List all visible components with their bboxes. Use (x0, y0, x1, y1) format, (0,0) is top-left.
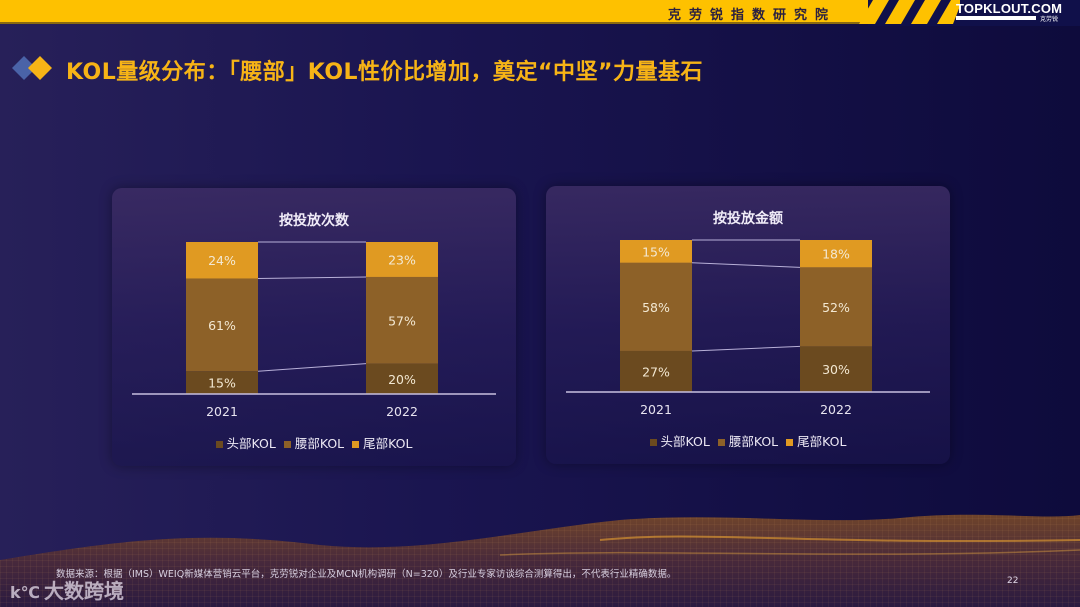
bar-segment (800, 240, 872, 268)
bar-segment (186, 371, 258, 394)
legend-item-head: 头部KOL (215, 433, 276, 452)
chart-panel-spend: 按投放金额 27% 58% 15% 2021 30% 52% 18% 2022 头部KOL 腰… (546, 186, 950, 464)
series-line (257, 276, 367, 279)
series-line (691, 345, 801, 352)
page-number: 22 (1007, 576, 1019, 586)
bar-segment (186, 278, 258, 372)
diamond-icon (12, 56, 52, 80)
data-label: 52% (822, 300, 850, 315)
chart-panel-placements: 按投放次数 15% 61% 24% 2021 20% 57% 23% 2022 头部KOL 腰… (112, 188, 516, 466)
brand-sub: 克劳锐 (1040, 16, 1059, 23)
chart-title: 按投放金额 (713, 211, 783, 227)
data-source-note: 数据来源：根据（IMS）WEIQ新媒体营销云平台，克劳锐对企业及MCN机构调研（… (56, 569, 677, 580)
chart-legend: 头部KOL 腰部KOL 尾部KOL (546, 431, 950, 450)
brand-tagline-bar (956, 16, 1036, 20)
data-label: 18% (822, 247, 850, 262)
legend-item-waist: 腰部KOL (283, 433, 344, 452)
data-label: 20% (388, 372, 416, 387)
stacked-bar-chart: 15% 61% 24% 2021 20% 57% 23% 2022 (132, 241, 496, 419)
bar-segment (620, 350, 692, 392)
x-tick-label: 2021 (640, 402, 672, 417)
data-label: 57% (388, 313, 416, 328)
bar-segment (366, 363, 438, 394)
bar-segment (366, 242, 438, 277)
bar-segment (800, 267, 872, 347)
x-tick-label: 2022 (386, 404, 418, 419)
stripes-decoration (859, 0, 960, 24)
bar-segment (620, 240, 692, 263)
data-label: 24% (208, 253, 236, 268)
series-line (691, 262, 801, 268)
bar-segment (366, 276, 438, 364)
legend-item-tail: 尾部KOL (786, 431, 846, 450)
stacked-bar-chart: 27% 58% 15% 2021 30% 52% 18% 2022 (566, 239, 930, 417)
bar-segment (800, 346, 872, 392)
data-label: 30% (822, 362, 850, 377)
data-label: 58% (642, 300, 670, 315)
bar-segment (186, 242, 258, 279)
legend-item-head: 头部KOL (649, 431, 710, 450)
data-label: 27% (642, 364, 670, 379)
logo-mark-icon: k℃ (10, 583, 41, 602)
bar-segment (620, 262, 692, 351)
institute-name: 克劳锐指数研究院 (668, 8, 837, 23)
series-line (257, 363, 367, 372)
data-label: 61% (208, 318, 236, 333)
terrain-decoration (0, 514, 1080, 607)
chart-title: 按投放次数 (279, 213, 349, 229)
brand-logo: TOPKLOUT.COM (956, 1, 1063, 16)
x-tick-label: 2022 (820, 402, 852, 417)
x-tick-label: 2021 (206, 404, 238, 419)
legend-item-waist: 腰部KOL (717, 431, 778, 450)
data-label: 15% (642, 244, 670, 259)
chart-legend: 头部KOL 腰部KOL 尾部KOL (112, 433, 516, 452)
page-title: KOL量级分布：「腰部」KOL性价比增加，奠定“中坚”力量基石 (66, 60, 703, 85)
legend-item-tail: 尾部KOL (352, 433, 412, 452)
watermark-logo: k℃ 大数跨境 (10, 579, 125, 603)
data-label: 15% (208, 376, 236, 391)
data-label: 23% (388, 252, 416, 267)
